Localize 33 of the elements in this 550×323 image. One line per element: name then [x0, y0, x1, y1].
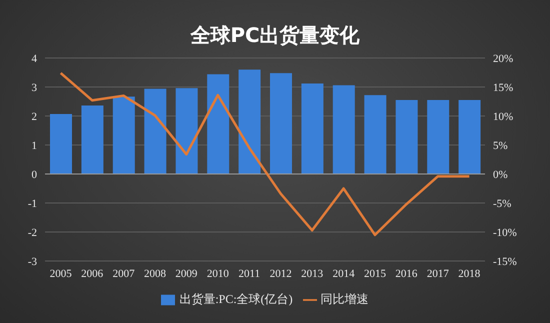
- y-tick-label: -1: [28, 198, 37, 210]
- x-tick-label: 2005: [50, 268, 72, 280]
- chart-title: 全球PC出货量变化: [189, 22, 361, 49]
- y2-tick-label: 20%: [493, 52, 514, 65]
- y2-tick-label: 0%: [493, 168, 508, 181]
- y-tick-label: -3: [28, 256, 38, 268]
- y2-tick-label: 15%: [493, 82, 514, 94]
- legend-label: 同比增速: [320, 292, 369, 306]
- y2-tick-label: -5%: [493, 198, 512, 210]
- y-tick-label: 3: [32, 82, 38, 94]
- x-tick-label: 2018: [458, 268, 481, 280]
- x-tick-label: 2015: [364, 268, 386, 280]
- y2-tick-label: 5%: [493, 140, 508, 152]
- x-tick-label: 2014: [332, 268, 356, 280]
- y-tick-label: 0: [32, 168, 38, 181]
- y2-tick-label: 10%: [493, 110, 514, 123]
- legend-label: 出货量:PC:全球(亿台): [179, 292, 293, 306]
- x-tick-label: 2017: [426, 268, 450, 280]
- x-tick-label: 2012: [270, 268, 292, 280]
- x-tick-label: 2007: [112, 268, 136, 280]
- x-tick-label: 2013: [301, 268, 324, 280]
- y-tick-label: 1: [32, 140, 37, 152]
- x-tick-label: 2009: [175, 268, 198, 280]
- x-tick-label: 2011: [238, 268, 260, 280]
- x-tick-label: 2010: [206, 268, 230, 280]
- y-tick-label: 2: [32, 110, 37, 123]
- y2-tick-label: -15%: [493, 256, 517, 268]
- y2-tick-label: -10%: [493, 226, 517, 239]
- y-tick-label: 4: [32, 52, 38, 65]
- x-tick-label: 2016: [395, 268, 418, 280]
- y-tick-label: -2: [28, 226, 37, 239]
- x-tick-label: 2006: [81, 268, 104, 280]
- x-tick-label: 2008: [144, 268, 166, 280]
